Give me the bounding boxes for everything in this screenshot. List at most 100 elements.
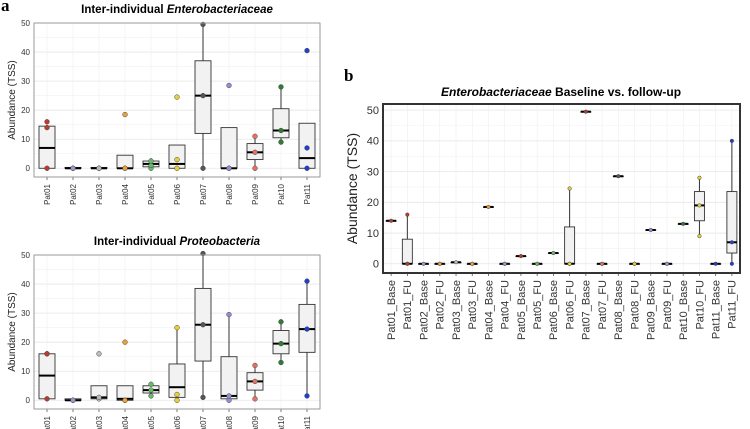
box-Pat08: Pat08 (220, 82, 238, 205)
box-Pat09: Pat09 (246, 362, 264, 429)
data-point (729, 240, 734, 245)
x-tick-label: Pat07_Base (581, 280, 593, 340)
box-Pat02_Base: Pat02_Base (418, 261, 430, 340)
x-tick-label: Pat06_Base (548, 280, 560, 340)
box-Pat07_Base: Pat07_Base (580, 109, 593, 340)
data-point (252, 133, 258, 139)
data-point (729, 261, 734, 266)
box-Pat02: Pat02 (64, 397, 82, 429)
box-Pat02: Pat02 (64, 165, 82, 205)
y-axis-label: Abundance (TSS) (7, 292, 18, 372)
data-point (226, 165, 232, 171)
title-prefix: Inter-individual (81, 4, 167, 16)
box-Pat06_Base: Pat06_Base (547, 250, 560, 340)
data-point (96, 351, 102, 357)
box-Pat10: Pat10 (272, 319, 290, 429)
data-point (122, 339, 128, 345)
data-point (200, 165, 206, 171)
x-tick-label: Pat10 (277, 415, 286, 429)
data-point (278, 319, 284, 325)
x-tick-label: Pat09 (251, 183, 260, 204)
box-Pat07: Pat07 (194, 250, 212, 429)
x-tick-label: Pat08_Base (613, 280, 625, 340)
data-point (304, 165, 310, 171)
data-point (278, 359, 284, 366)
data-point (502, 261, 507, 266)
x-tick-label: Pat05 (147, 183, 156, 204)
x-tick-label: Pat07_FU (597, 280, 609, 330)
box-Pat06: Pat06 (168, 94, 186, 205)
box-iqr (220, 127, 238, 169)
x-tick-label: Pat10_FU (694, 280, 706, 330)
box-Pat05: Pat05 (142, 381, 160, 429)
data-point (304, 278, 310, 284)
data-point (535, 261, 540, 266)
data-point (304, 145, 310, 151)
y-tick-label: 40 (367, 136, 379, 148)
data-point (278, 84, 284, 90)
data-point (278, 340, 284, 347)
data-point (148, 381, 154, 387)
y-tick-label: 0 (373, 259, 379, 271)
chart-b: 0 10 20 30 40 50 Abundance (TSS) Enterobacteria… (344, 85, 741, 340)
data-point (278, 139, 284, 145)
data-point (551, 250, 556, 256)
box-Pat08_Base: Pat08_Base (612, 174, 625, 340)
data-point (148, 162, 154, 169)
y-tick-label: 20 (21, 106, 30, 115)
data-point (174, 397, 180, 403)
box-Pat05_FU: Pat05_FU (531, 261, 544, 330)
x-tick-label: Pat05_FU (532, 280, 544, 330)
data-point (200, 394, 206, 401)
y-tick-label: 30 (21, 77, 30, 86)
data-point (174, 324, 180, 331)
data-point (567, 261, 572, 266)
data-point (648, 227, 653, 233)
data-point (174, 165, 180, 171)
data-point (278, 127, 284, 134)
data-point (405, 212, 410, 217)
x-tick-label: Pat06 (173, 415, 182, 429)
box-Pat01: Pat01 (38, 351, 56, 429)
data-point (44, 165, 50, 171)
data-point (453, 260, 459, 265)
data-point (200, 322, 206, 328)
data-point (44, 396, 50, 402)
x-tick-label: Pat03 (95, 183, 104, 204)
title-taxon: Enterobacteriaceae (167, 4, 274, 16)
box-Pat01_Base: Pat01_Base (385, 218, 398, 340)
data-point (70, 165, 76, 171)
data-point (389, 218, 394, 223)
data-point (96, 394, 102, 401)
data-point (304, 326, 310, 332)
data-point (616, 174, 621, 179)
box-Pat11: Pat11 (298, 47, 316, 204)
chart-title: Inter-individual Proteobacteria (94, 236, 261, 248)
x-tick-label: Pat01 (43, 183, 52, 204)
data-point (122, 165, 128, 171)
x-tick-label: Pat10_Base (678, 280, 690, 340)
panel-label-b: b (344, 66, 354, 85)
box-Pat10_FU: Pat10_FU (693, 175, 706, 330)
box-iqr (726, 191, 738, 254)
box-Pat05_Base: Pat05_Base (515, 254, 528, 340)
box-Pat07_FU: Pat07_FU (596, 261, 609, 330)
data-point (470, 261, 475, 266)
x-tick-label: Pat11_FU (727, 280, 739, 329)
data-point (148, 158, 154, 164)
data-point (44, 124, 50, 131)
x-tick-label: Pat11 (303, 183, 312, 204)
x-tick-label: Pat08_FU (629, 280, 641, 330)
x-tick-label: Pat09_Base (646, 280, 658, 340)
box-Pat03_FU: Pat03_FU (466, 261, 479, 330)
box-Pat01_FU: Pat01_FU (401, 212, 414, 330)
data-point (697, 203, 702, 208)
box-Pat08_FU: Pat08_FU (629, 261, 641, 330)
x-tick-label: Pat02 (69, 183, 78, 204)
box-Pat03_Base: Pat03_Base (450, 260, 463, 340)
y-tick-label: 0 (26, 396, 31, 405)
box-Pat10_Base: Pat10_Base (677, 221, 690, 340)
data-point (664, 261, 670, 266)
data-point (713, 261, 718, 266)
